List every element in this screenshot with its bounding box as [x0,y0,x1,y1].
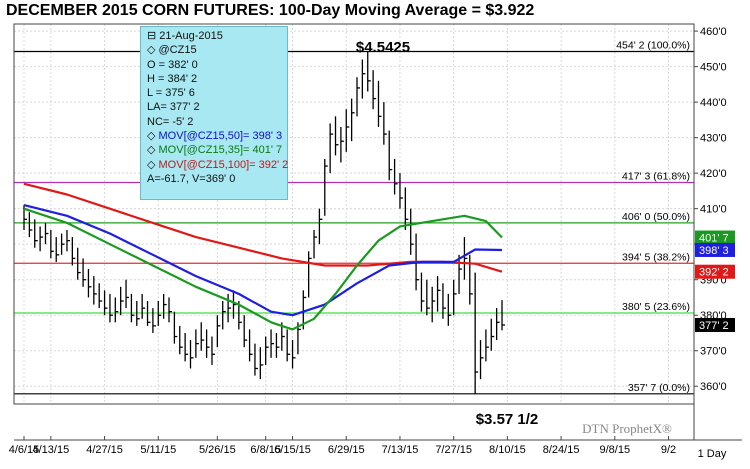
series-line [23,207,503,331]
info-ma100: ◇ MOV[@CZ15,100]= 392' 2 [147,158,289,171]
fib-label: 357' 7 (0.0%) [628,382,690,394]
page-title: DECEMBER 2015 CORN FUTURES: 100-Day Movi… [6,2,535,19]
info-net-change: NC= -5' 2 [147,115,194,128]
price-tick-label: 430'0 [700,133,727,145]
info-ma50: ◇ MOV[@CZ15,50]= 398' 3 [147,130,283,143]
date-tick-label: 5/26/15 [199,444,236,456]
fib-label: 406' 0 (50.0%) [622,211,690,223]
value-tag [695,264,735,279]
price-tick-label: 360'0 [700,381,727,393]
date-tick-label: 6/15/15 [274,444,311,456]
period-label: 1 Day [698,448,727,460]
price-tick-label: 440'0 [700,97,727,109]
date-tick-label: 5/11/15 [140,444,176,456]
value-tag-label: 401' 7 [699,233,729,245]
moving-averages [23,182,503,331]
date-tick-label: 8/10/15 [489,444,526,456]
date-tick-label: 9/8/15 [600,444,631,456]
info-date: ⊟ 21-Aug-2015 [147,30,223,42]
info-ma35: ◇ MOV[@CZ15,35]= 401' 7 [147,144,283,157]
grid [14,24,694,404]
fib-label: 417' 3 (61.8%) [622,170,690,182]
date-tick-label: 9/2 [661,444,676,456]
value-tag-label: 392' 2 [699,267,729,279]
fib-label: 394' 5 (38.2%) [622,251,690,263]
value-tag [695,230,735,245]
value-tag [695,242,735,257]
series-line [23,204,503,317]
value-tag-label: 377' 2 [699,320,729,332]
info-low: L = 375' 6 [147,87,195,100]
date-tick-label: 4/27/15 [86,444,123,456]
plot-border [13,23,695,405]
price-axis: 360'0370'0380'0390'0400'0410'0420'0430'0… [694,26,727,393]
low-price-label: $3.57 1/2 [476,411,539,428]
date-axis: 4/6/154/13/15 4/27/15 5/11/15 5/26/15 6/8/15… [9,436,676,456]
date-tick-label: 4/13/15 [33,444,70,456]
fib-label: 380' 5 (23.6%) [622,301,690,313]
info-open: O = 382' 0 [147,58,198,71]
plot-frame [13,23,742,441]
high-price-label: $4.5425 [356,39,410,56]
date-tick-label: 6/29/15 [328,444,365,456]
watermark: DTN ProphetX® [582,421,672,436]
date-tick-label: 7/27/15 [435,444,472,456]
price-tick-label: 420'0 [700,168,727,180]
value-tag-label: 398' 3 [699,245,729,257]
date-tick-label: 6/8/15 [250,444,281,456]
price-tick-label: 450'0 [700,62,727,74]
price-tick-label: 460'0 [700,26,727,38]
fib-label: 454' 2 (100.0%) [616,40,690,52]
fibonacci-levels: 454' 2 (100.0%) 417' 3 (61.8%) 406' 0 (50.… [14,40,694,395]
value-tag [695,317,735,332]
price-tick-label: 370'0 [700,346,727,358]
date-tick-label: 4/6/15 [9,444,40,456]
price-tick-label: 410'0 [700,204,727,216]
info-symbol: ◇ @CZ15 [147,44,197,57]
date-tick-label: 7/13/15 [382,444,419,456]
info-high: H = 384' 2 [147,72,198,85]
info-av: A=-61.7, V=369' 0 [147,172,236,185]
info-last: LA= 377' 2 [147,101,200,114]
quote-info-box[interactable]: ⊟ 21-Aug-2015 ◇ @CZ15 O = 382' 0 H = 384… [140,26,288,200]
date-tick-label: 8/24/15 [543,444,580,456]
